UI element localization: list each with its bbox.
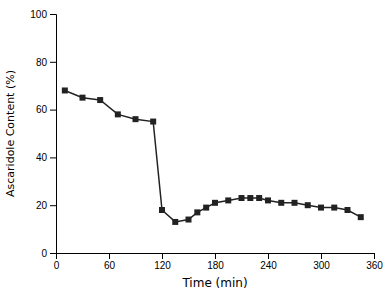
y-tick-mark bbox=[50, 253, 56, 254]
marker bbox=[331, 205, 337, 211]
x-tick-label: 60 bbox=[104, 260, 116, 271]
y-tick-label: 100 bbox=[30, 9, 47, 20]
marker bbox=[150, 119, 156, 125]
y-tick-mark bbox=[50, 205, 56, 206]
marker bbox=[358, 214, 364, 220]
y-tick-mark bbox=[50, 14, 56, 15]
x-tick-mark bbox=[215, 253, 216, 259]
marks bbox=[62, 87, 364, 224]
x-tick: 120 bbox=[154, 253, 171, 271]
y-tick: 60 bbox=[36, 104, 56, 115]
x-tick-label: 300 bbox=[313, 260, 330, 271]
y-axis-title: Ascaridole Content (%) bbox=[4, 70, 17, 197]
marker bbox=[318, 205, 324, 211]
x-tick: 180 bbox=[207, 253, 224, 271]
x-tick-label: 180 bbox=[207, 260, 224, 271]
marker bbox=[225, 197, 231, 203]
x-axis-title: Time (min) bbox=[181, 276, 247, 290]
chart: 0 60 120 180 240 300 360 0 20 40 60 80 100 Time (min)… bbox=[0, 0, 392, 295]
x-tick: 300 bbox=[313, 253, 330, 271]
y-tick-label: 20 bbox=[36, 200, 48, 211]
marker bbox=[203, 205, 209, 211]
x-tick-mark bbox=[321, 253, 322, 259]
marker bbox=[278, 200, 284, 206]
x-tick-label: 0 bbox=[54, 260, 60, 271]
x-tick: 240 bbox=[260, 253, 277, 271]
x-tick: 360 bbox=[366, 253, 383, 271]
x-tick: 60 bbox=[104, 253, 116, 271]
x-tick-label: 120 bbox=[154, 260, 171, 271]
marker bbox=[159, 207, 165, 213]
marker bbox=[247, 195, 253, 201]
x-tick-mark bbox=[109, 253, 110, 259]
y-tick: 20 bbox=[36, 200, 56, 211]
y-tick-label: 40 bbox=[36, 152, 48, 163]
x-tick-label: 360 bbox=[366, 260, 383, 271]
y-tick: 0 bbox=[41, 248, 56, 259]
y-tick-label: 60 bbox=[36, 104, 48, 115]
x-tick: 0 bbox=[54, 253, 60, 271]
plot: 0 60 120 180 240 300 360 0 20 40 60 80 100 bbox=[30, 9, 383, 271]
x-tick-mark bbox=[268, 253, 269, 259]
x-axis: 0 60 120 180 240 300 360 bbox=[54, 253, 384, 271]
marker bbox=[80, 95, 86, 101]
y-tick-label: 0 bbox=[41, 248, 47, 259]
marker bbox=[345, 207, 351, 213]
marker bbox=[239, 195, 245, 201]
y-tick: 80 bbox=[36, 57, 56, 68]
y-tick-mark bbox=[50, 110, 56, 111]
marker bbox=[265, 197, 271, 203]
marker bbox=[97, 97, 103, 103]
line bbox=[65, 90, 361, 221]
y-tick-mark bbox=[50, 157, 56, 158]
marker bbox=[305, 202, 311, 208]
x-tick-mark bbox=[162, 253, 163, 259]
x-tick-mark bbox=[374, 253, 375, 259]
y-tick-label: 80 bbox=[36, 57, 48, 68]
marker bbox=[186, 217, 192, 223]
y-axis: 0 20 40 60 80 100 bbox=[30, 9, 56, 259]
y-tick: 40 bbox=[36, 152, 56, 163]
y-tick-mark bbox=[50, 62, 56, 63]
marker bbox=[133, 116, 139, 122]
y-tick: 100 bbox=[30, 9, 56, 20]
marker bbox=[212, 200, 218, 206]
marker bbox=[256, 195, 262, 201]
marker bbox=[62, 87, 68, 93]
marker bbox=[115, 111, 121, 117]
marker bbox=[194, 209, 200, 215]
x-tick-label: 240 bbox=[260, 260, 277, 271]
marker bbox=[172, 219, 178, 225]
y-axis-line bbox=[50, 15, 57, 254]
x-axis-line bbox=[57, 254, 375, 260]
marker bbox=[292, 200, 298, 206]
